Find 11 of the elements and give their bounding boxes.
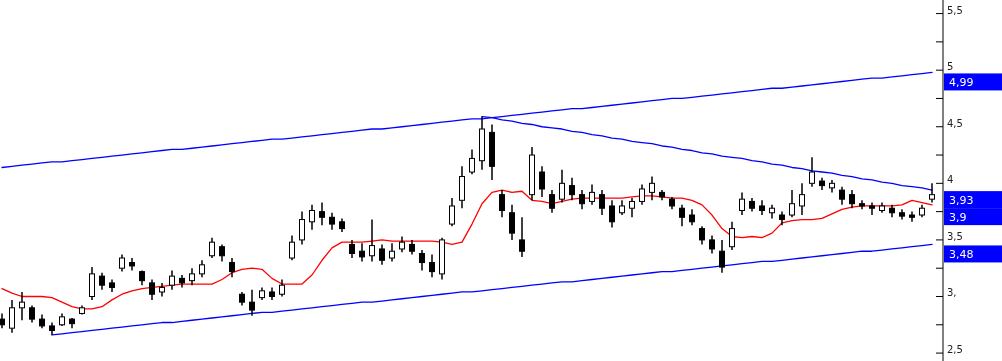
y-tick-label: 2,5 (947, 344, 963, 356)
y-tick-label: 4 (947, 174, 954, 186)
text: 3,9 (949, 210, 967, 224)
text: 4,99 (949, 75, 974, 89)
y-tick-label: 5,5 (947, 4, 963, 16)
text: 3,48 (949, 247, 974, 261)
y-tick-label: 3,5 (947, 230, 963, 242)
text: 3,93 (949, 193, 974, 207)
y-tick-label: 5 (947, 61, 954, 73)
y-tick-label: 3, (947, 287, 957, 299)
y-tick-label: 4,5 (947, 117, 963, 129)
